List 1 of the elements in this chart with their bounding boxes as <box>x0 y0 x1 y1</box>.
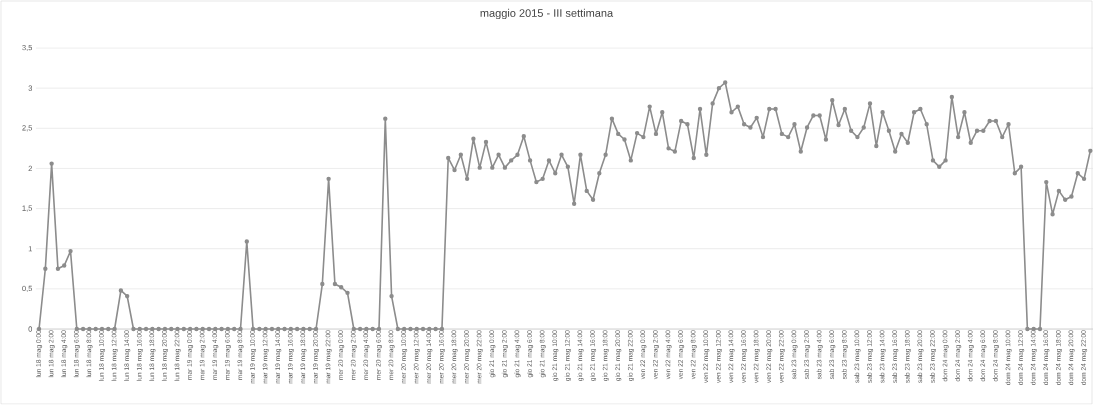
chart-title: maggio 2015 - III settimana <box>480 8 614 20</box>
